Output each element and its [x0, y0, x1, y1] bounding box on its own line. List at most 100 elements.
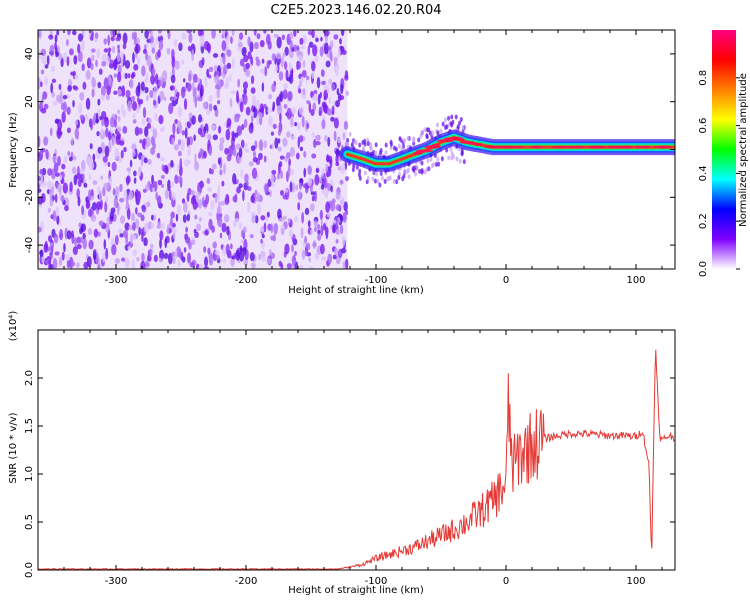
- noise-speckle: [308, 266, 314, 269]
- noise-speckle: [60, 57, 64, 68]
- noise-speckle: [59, 174, 63, 181]
- noise-speckle: [321, 256, 327, 261]
- noise-speckle: [81, 63, 85, 72]
- trace-halo: [392, 178, 396, 184]
- noise-speckle: [181, 59, 185, 65]
- noise-speckle: [265, 33, 271, 45]
- chart-title: C2E5.2023.146.02.20.R04: [270, 3, 441, 18]
- noise-speckle: [44, 64, 49, 69]
- trace-halo: [354, 140, 358, 146]
- colorbar-label: Normalized spectral amplitude: [738, 73, 749, 227]
- noise-speckle: [306, 100, 311, 105]
- noise-speckle: [95, 112, 99, 125]
- noise-speckle: [66, 106, 71, 115]
- noise-speckle: [242, 81, 249, 90]
- noise-speckle: [345, 258, 349, 269]
- noise-speckle: [133, 35, 137, 46]
- noise-speckle: [287, 165, 291, 177]
- noise-speckle: [52, 258, 58, 269]
- noise-speckle: [203, 126, 207, 134]
- trace-peak: [436, 139, 454, 143]
- noise-speckle: [150, 222, 155, 229]
- noise-speckle: [159, 238, 162, 249]
- noise-speckle: [166, 47, 171, 55]
- noise-speckle: [217, 215, 223, 228]
- noise-speckle: [245, 62, 251, 70]
- noise-speckle: [229, 73, 232, 83]
- trace-halo: [425, 134, 429, 140]
- noise-speckle: [164, 189, 169, 200]
- noise-speckle: [263, 140, 268, 149]
- noise-speckle: [206, 177, 211, 185]
- noise-speckle: [118, 156, 123, 163]
- trace-halo: [389, 141, 393, 147]
- noise-speckle: [77, 196, 81, 207]
- noise-speckle: [261, 58, 265, 64]
- noise-speckle: [170, 181, 175, 188]
- noise-speckle: [47, 207, 51, 213]
- noise-speckle: [109, 128, 114, 133]
- noise-speckle: [171, 222, 176, 228]
- noise-speckle: [331, 105, 335, 115]
- noise-speckle: [219, 169, 223, 176]
- noise-speckle: [113, 119, 117, 128]
- noise-speckle: [342, 212, 347, 221]
- noise-speckle: [117, 109, 120, 115]
- noise-speckle: [232, 147, 237, 157]
- noise-speckle: [147, 249, 151, 262]
- spectrogram-xlabel: Height of straight line (km): [288, 285, 424, 296]
- noise-speckle: [161, 183, 164, 189]
- noise-speckle: [337, 47, 341, 58]
- trace-halo: [444, 124, 448, 130]
- noise-speckle: [238, 32, 244, 40]
- noise-speckle: [133, 177, 137, 184]
- noise-speckle: [144, 30, 149, 39]
- trace-peak: [551, 145, 569, 149]
- noise-speckle: [263, 155, 267, 163]
- noise-speckle: [234, 218, 240, 223]
- trace-halo: [461, 125, 465, 131]
- noise-speckle: [141, 252, 145, 263]
- noise-speckle: [43, 243, 49, 253]
- colorbar-gradient: [712, 30, 736, 269]
- noise-speckle: [49, 197, 54, 207]
- noise-speckle: [182, 214, 187, 223]
- noise-speckle: [314, 55, 319, 63]
- noise-speckle: [153, 85, 158, 94]
- noise-speckle: [312, 138, 317, 149]
- noise-speckle: [172, 256, 176, 265]
- noise-speckle: [271, 169, 277, 175]
- noise-speckle: [205, 194, 209, 205]
- noise-speckle: [117, 228, 123, 234]
- trace-halo: [441, 121, 445, 127]
- noise-speckle: [113, 90, 118, 95]
- noise-speckle: [326, 154, 330, 163]
- noise-speckle: [239, 101, 244, 113]
- trace-halo: [346, 137, 350, 143]
- trace-halo: [351, 167, 355, 173]
- trace-halo: [371, 176, 375, 182]
- noise-speckle: [151, 174, 155, 185]
- noise-speckle: [157, 179, 163, 186]
- noise-speckle: [244, 173, 249, 183]
- noise-speckle: [191, 49, 194, 62]
- noise-speckle: [299, 178, 304, 184]
- noise-speckle: [277, 172, 280, 180]
- trace-halo: [403, 168, 407, 174]
- trace-peak: [516, 145, 523, 149]
- trace-peak: [493, 145, 504, 149]
- noise-speckle: [173, 144, 180, 151]
- noise-speckle: [130, 73, 135, 79]
- noise-speckle: [341, 235, 346, 247]
- noise-speckle: [330, 201, 336, 212]
- trace-halo: [429, 156, 433, 162]
- y-tick-label: 1.5: [24, 418, 35, 434]
- noise-speckle: [333, 130, 337, 142]
- noise-speckle: [81, 205, 85, 216]
- noise-speckle: [259, 40, 265, 48]
- noise-speckle: [254, 215, 259, 224]
- noise-speckle: [193, 73, 198, 83]
- noise-speckle: [80, 39, 85, 52]
- noise-speckle: [297, 88, 302, 94]
